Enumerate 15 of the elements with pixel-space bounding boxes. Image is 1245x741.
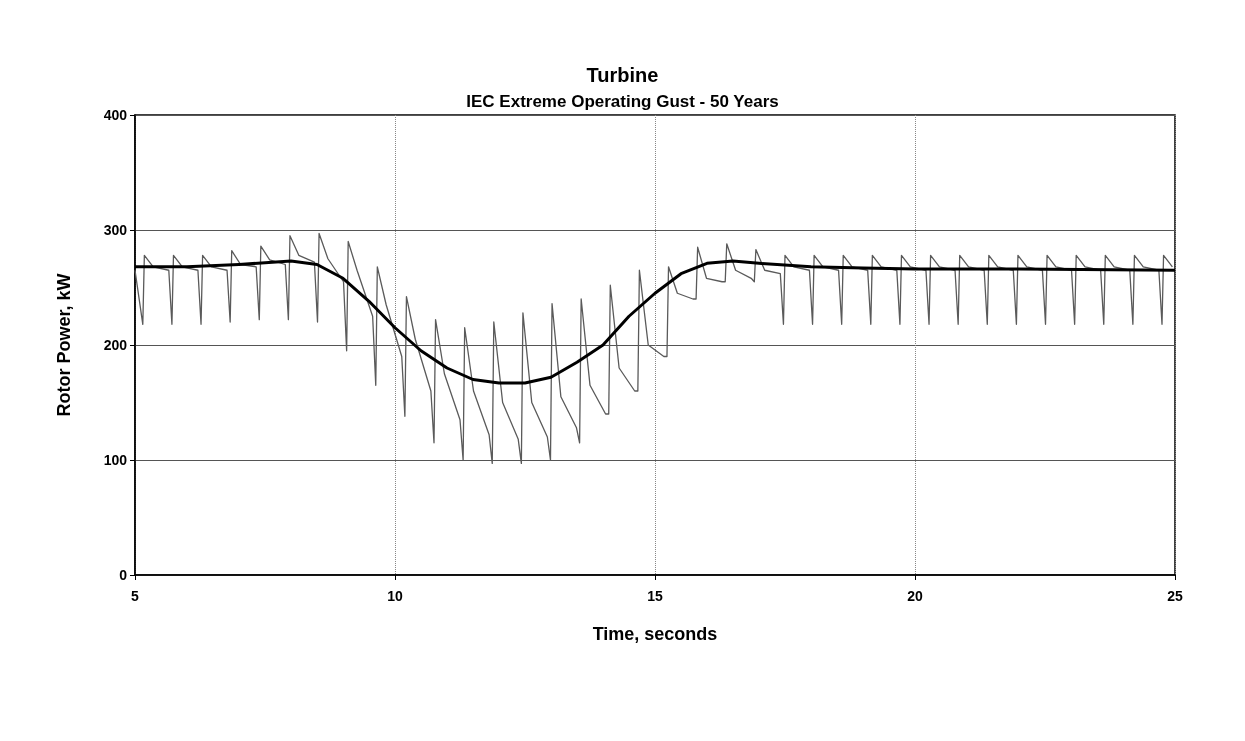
x-tick-label: 5 — [131, 588, 140, 604]
y-tick-label: 400 — [103, 107, 128, 123]
y-tick-label: 300 — [103, 222, 128, 238]
y-tick-label: 100 — [103, 452, 128, 468]
x-tick-label: 20 — [907, 588, 923, 604]
y-axis-title: Rotor Power, kW — [54, 273, 74, 417]
x-tick-label: 15 — [647, 588, 663, 604]
y-tick-label: 200 — [103, 337, 128, 353]
chart-title: Turbine — [586, 64, 659, 86]
line-series — [134, 232, 1174, 465]
x-tick-label: 10 — [387, 588, 403, 604]
y-tick-label: 0 — [119, 567, 128, 583]
x-axis-title: Time, seconds — [592, 624, 718, 644]
chart-subtitle: IEC Extreme Operating Gust - 50 Years — [466, 92, 779, 111]
x-tick-label: 25 — [1167, 588, 1183, 604]
